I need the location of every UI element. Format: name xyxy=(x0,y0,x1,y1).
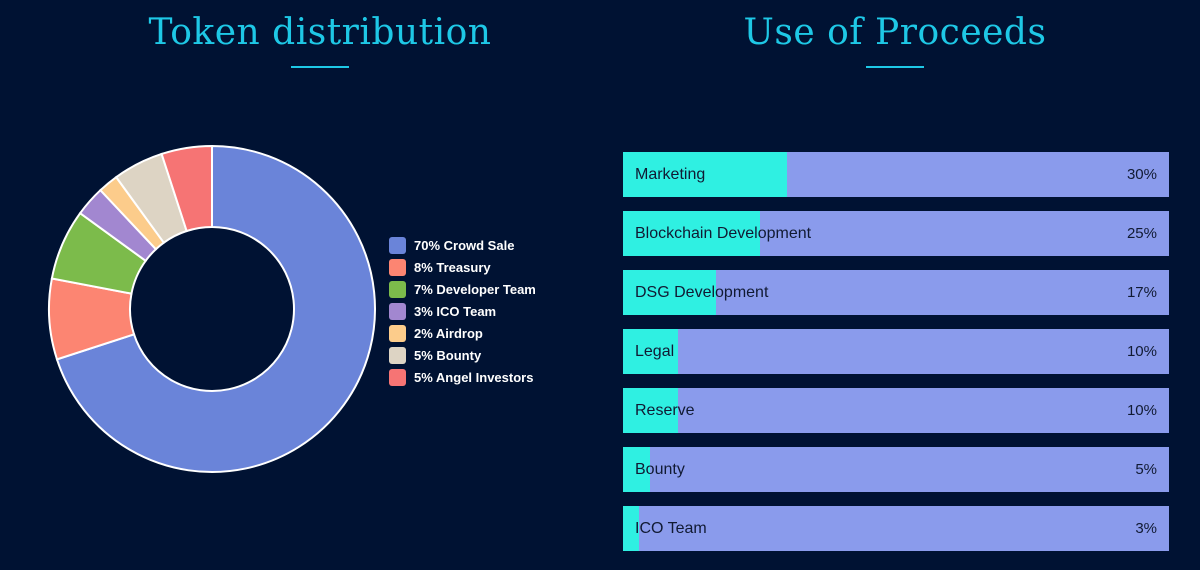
proceeds-bar-legal[interactable]: Legal 10% xyxy=(623,329,1169,374)
proceeds-bar-fill xyxy=(623,506,640,551)
legend-item[interactable]: 70% Crowd Sale xyxy=(389,234,536,256)
token-distribution-title: Token distribution xyxy=(148,12,492,53)
proceeds-bar-value: 5% xyxy=(1135,461,1157,478)
use-of-proceeds-title: Use of Proceeds xyxy=(743,12,1047,53)
proceeds-bar-fill xyxy=(623,388,678,433)
proceeds-bar-label: Blockchain Development xyxy=(635,225,812,242)
proceeds-bar-value: 10% xyxy=(1126,402,1157,419)
proceeds-bar-fill xyxy=(623,447,651,492)
proceeds-bar-blockchain-development[interactable]: Blockchain Development 25% xyxy=(623,211,1169,256)
proceeds-bar-label: ICO Team xyxy=(635,520,707,537)
token-title-underline xyxy=(291,66,349,68)
proceeds-bar-value: 25% xyxy=(1126,225,1157,242)
proceeds-bar-label: Bounty xyxy=(635,461,685,478)
proceeds-bar-ico-team[interactable]: ICO Team 3% xyxy=(623,506,1169,551)
proceeds-bar-bounty[interactable]: Bounty 5% xyxy=(623,447,1169,492)
donut-legend: 70% Crowd Sale 8% Treasury 7% Developer Te… xyxy=(389,234,536,388)
proceeds-bar-fill xyxy=(623,270,716,315)
proceeds-bar-value: 10% xyxy=(1126,343,1157,360)
proceeds-bar-label: Reserve xyxy=(635,402,695,419)
legend-swatch xyxy=(389,368,406,386)
proceeds-bar-fill xyxy=(623,329,678,374)
legend-label: 70% Crowd Sale xyxy=(414,237,515,253)
proceeds-bar-marketing[interactable]: Marketing 30% xyxy=(623,152,1169,197)
proceeds-bar-value: 30% xyxy=(1126,166,1157,183)
legend-swatch xyxy=(389,346,406,364)
proceeds-title-underline xyxy=(866,66,924,68)
legend-swatch xyxy=(389,302,406,320)
legend-swatch xyxy=(389,280,406,298)
proceeds-bar-fill xyxy=(623,152,787,197)
legend-item[interactable]: 2% Airdrop xyxy=(389,322,536,344)
legend-swatch xyxy=(389,236,406,254)
proceeds-bar-label: DSG Development xyxy=(635,284,769,301)
legend-label: 8% Treasury xyxy=(414,259,491,275)
legend-item[interactable]: 5% Bounty xyxy=(389,344,536,366)
legend-item[interactable]: 7% Developer Team xyxy=(389,278,536,300)
proceeds-bar-chart: Marketing 30% Blockchain Development 25% DSG… xyxy=(623,152,1169,565)
proceeds-bar-fill xyxy=(623,211,760,256)
proceeds-bar-dsg-development[interactable]: DSG Development 17% xyxy=(623,270,1169,315)
legend-swatch xyxy=(389,324,406,342)
proceeds-bar-value: 3% xyxy=(1135,520,1157,537)
legend-label: 5% Bounty xyxy=(414,347,482,363)
legend-label: 2% Airdrop xyxy=(414,325,483,341)
donut-slice-crowd-sale[interactable] xyxy=(55,144,376,473)
legend-label: 5% Angel Investors xyxy=(414,369,534,385)
legend-label: 7% Developer Team xyxy=(414,281,536,297)
legend-item[interactable]: 3% ICO Team xyxy=(389,300,536,322)
proceeds-bar-value: 17% xyxy=(1126,284,1157,301)
legend-swatch xyxy=(389,258,406,276)
token-donut-chart xyxy=(48,144,376,473)
proceeds-bar-label: Legal xyxy=(635,343,675,360)
donut-slice-angel-investors[interactable] xyxy=(160,144,213,233)
proceeds-bar-label: Marketing xyxy=(635,166,706,183)
legend-label: 3% ICO Team xyxy=(414,303,497,319)
legend-item[interactable]: 5% Angel Investors xyxy=(389,366,536,388)
proceeds-bar-reserve[interactable]: Reserve 10% xyxy=(623,388,1169,433)
legend-item[interactable]: 8% Treasury xyxy=(389,256,536,278)
